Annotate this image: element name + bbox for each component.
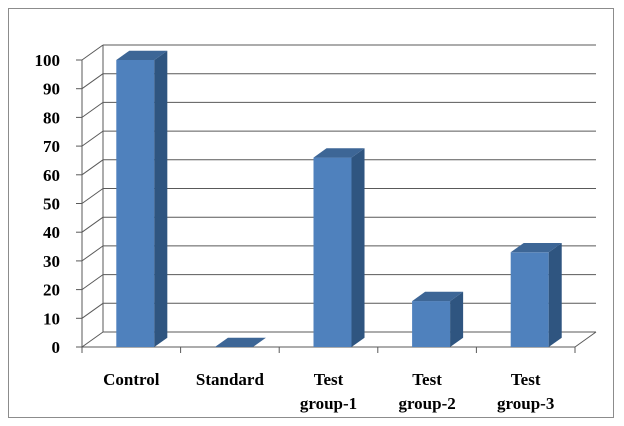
bar-side (450, 291, 464, 347)
bar-top (510, 242, 562, 253)
y-tick-label: 60 (43, 166, 60, 185)
gridline-depth (81, 302, 104, 319)
bar-front (313, 157, 352, 347)
bar-top (116, 50, 168, 60)
y-tick-label: 10 (43, 309, 60, 328)
y-tick-label: 90 (43, 80, 60, 99)
gridline-depth (81, 44, 104, 61)
y-tick-label: 30 (43, 252, 60, 271)
bars-layer (116, 50, 562, 347)
y-tick-label: 70 (43, 137, 60, 156)
bar-front (510, 252, 549, 347)
bar-side (154, 50, 168, 347)
gridline-depth (81, 159, 104, 176)
x-category-label: Control (103, 370, 160, 389)
gridline-depth (81, 73, 104, 90)
labels-layer: 0 10 20 30 40 50 60 70 80 90 100 Control Standard Tes… (35, 51, 555, 413)
bar-side (548, 242, 562, 347)
gridline-depth (81, 216, 104, 233)
bar-front (412, 301, 451, 347)
gridline-depth (81, 101, 104, 118)
gridline-depth (81, 130, 104, 147)
bar-front (116, 60, 155, 347)
bar-top (412, 291, 464, 302)
y-tick-label: 100 (35, 51, 61, 70)
gridline-depth (81, 274, 104, 291)
gridline-depth (81, 188, 104, 204)
x-category-label: Test group-3 (497, 370, 554, 413)
bar-side (351, 148, 365, 347)
x-category-label: Test group-1 (300, 370, 357, 413)
gridline-depth (81, 245, 104, 262)
floor-right-edge (574, 331, 597, 348)
y-tick-label: 20 (43, 281, 60, 300)
chart-frame (8, 8, 614, 418)
x-category-label: Test group-2 (398, 370, 455, 413)
bar-top (313, 148, 365, 158)
bar-top (214, 337, 266, 347)
x-category-label: Standard (196, 370, 265, 389)
y-tick-label: 50 (43, 195, 60, 214)
y-tick-label: 0 (52, 338, 61, 357)
y-tick-label: 80 (43, 108, 60, 127)
gridline-depth (81, 331, 104, 348)
y-tick-label: 40 (43, 223, 60, 242)
